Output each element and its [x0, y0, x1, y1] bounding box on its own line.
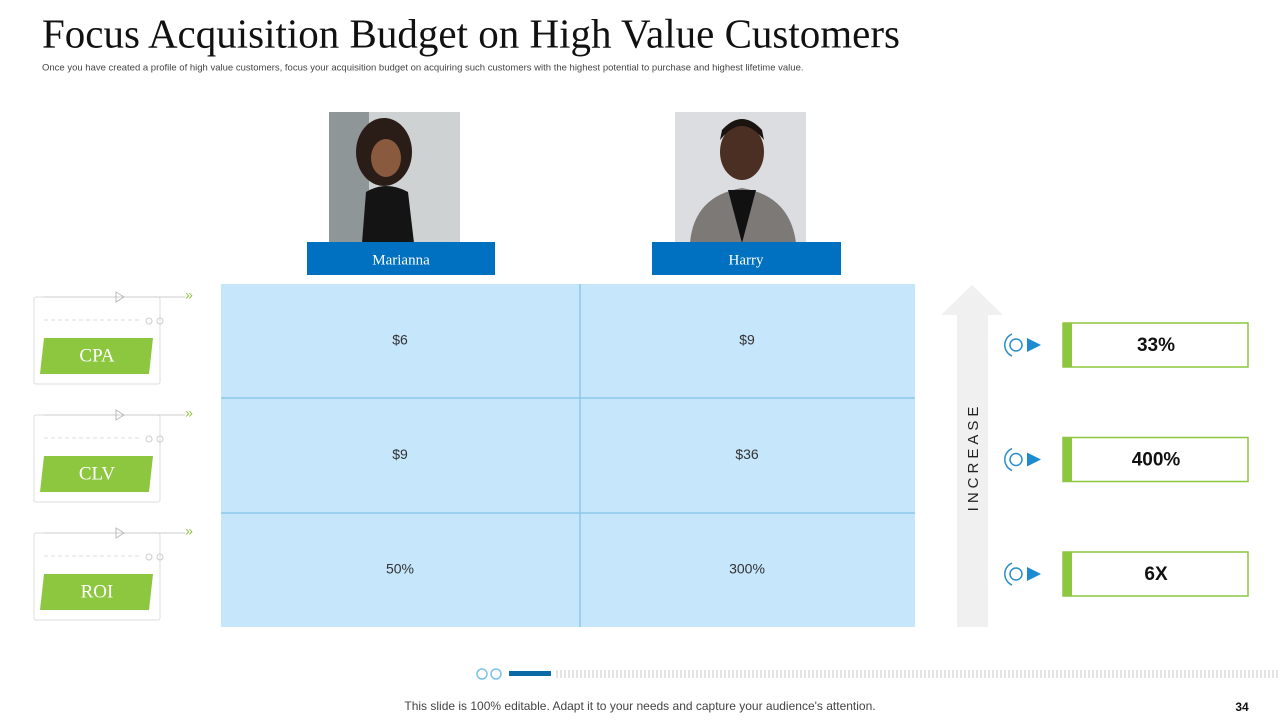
value-box	[1062, 322, 1249, 368]
label-tag	[40, 338, 153, 374]
card-dot	[145, 435, 153, 443]
label-tag	[40, 456, 153, 492]
cell-value: $9	[392, 446, 408, 462]
photo	[675, 112, 806, 243]
decoration	[490, 668, 502, 680]
icon	[1004, 562, 1013, 586]
metric-label: CLV	[79, 463, 116, 484]
icon	[1004, 447, 1013, 472]
footer-note: This slide is 100% editable. Adapt it to…	[404, 699, 875, 713]
chevron: »	[185, 287, 193, 303]
table-bg	[221, 284, 915, 627]
icon	[1004, 333, 1013, 357]
chevron: »	[185, 523, 193, 539]
name-bar	[652, 242, 841, 275]
card-dot	[156, 435, 164, 443]
card-dot	[156, 317, 164, 325]
person-name: Harry	[729, 252, 764, 268]
card-icon	[115, 527, 125, 539]
arrow	[941, 285, 1003, 627]
increase-value: 33%	[1137, 335, 1175, 356]
icon	[1027, 338, 1041, 352]
cell-value: 300%	[729, 561, 765, 577]
subtitle: Once you have created a profile of high …	[42, 63, 804, 74]
value-strip	[1063, 323, 1072, 367]
page-number: 34	[1235, 700, 1249, 714]
icon	[1027, 567, 1041, 581]
card-dot	[145, 317, 153, 325]
metric-label: CPA	[79, 345, 114, 366]
label-tag	[40, 574, 153, 610]
chevron: »	[185, 405, 193, 421]
name-bar	[307, 242, 495, 275]
photo	[329, 112, 460, 243]
increase-label: INCREASE	[965, 403, 982, 512]
increase-value: 400%	[1132, 450, 1181, 471]
icon	[1009, 567, 1023, 581]
icon	[1009, 338, 1023, 352]
icon	[1009, 452, 1023, 467]
card-icon	[115, 291, 125, 303]
card-dot	[145, 553, 153, 561]
value-strip	[1063, 552, 1072, 596]
cell-value: 50%	[386, 561, 414, 577]
card-icon	[115, 409, 125, 421]
decoration	[476, 668, 488, 680]
decoration	[509, 671, 551, 676]
title: Focus Acquisition Budget on High Value C…	[42, 10, 900, 56]
cell-value: $9	[739, 332, 755, 348]
value-strip	[1063, 437, 1072, 482]
icon	[1027, 452, 1041, 467]
card-dot	[156, 553, 164, 561]
person-name: Marianna	[372, 252, 430, 268]
metric-label: ROI	[81, 581, 114, 602]
cell-value: $6	[392, 332, 408, 348]
increase-value: 6X	[1144, 564, 1168, 585]
cell-value: $36	[735, 446, 759, 462]
decoration	[554, 670, 1280, 678]
value-box	[1062, 436, 1249, 483]
